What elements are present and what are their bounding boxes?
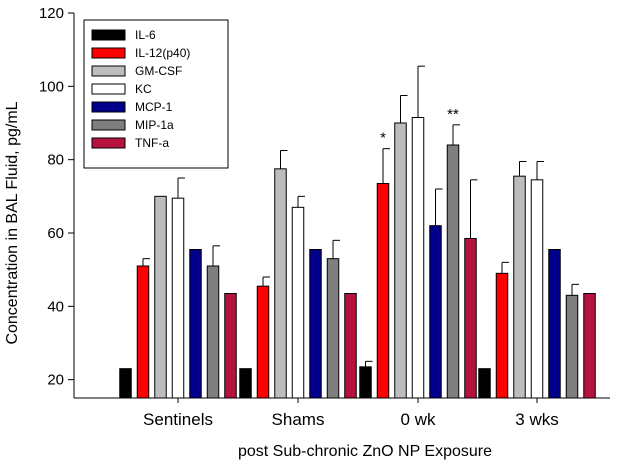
legend-label-mcp-1: MCP-1: [135, 100, 173, 114]
legend-swatch-mcp-1: [91, 101, 126, 113]
legend-swatch-il-6: [91, 29, 126, 41]
bar-gm-csf-shams: [274, 168, 287, 399]
legend-label-mip-1a: MIP-1a: [135, 118, 174, 132]
bar-mip-1a-shams: [326, 258, 340, 399]
bar-tnf-a-sentinels: [224, 293, 237, 399]
bar-mcp-1-3-wks: [548, 249, 561, 399]
y-tick-label: 100: [39, 78, 64, 95]
bar-tnf-a-0-wk: [464, 238, 477, 399]
legend-label-gm-csf: GM-CSF: [135, 64, 182, 78]
bar-il-12-p40-0-wk: [376, 183, 390, 399]
bar-kc-0-wk: [411, 117, 425, 399]
legend-label-il-12-p40: IL-12(p40): [135, 46, 190, 60]
bar-kc-3-wks: [530, 179, 544, 399]
significance-marker: *: [380, 130, 386, 147]
legend-label-tnf-a: TNF-a: [135, 136, 169, 150]
y-tick-label: 80: [47, 152, 64, 169]
bar-kc-sentinels: [171, 197, 185, 399]
bar-tnf-a-3-wks: [583, 293, 596, 399]
bar-il-6-sentinels: [119, 368, 132, 399]
legend-label-kc: KC: [135, 82, 152, 96]
legend: IL-6 IL-12(p40) GM-CSF KC MCP-1 MIP-1a TNF-a: [83, 19, 229, 169]
bar-mip-1a-3-wks: [565, 294, 579, 399]
legend-swatch-tnf-a: [91, 137, 126, 149]
bar-il-6-0-wk: [359, 366, 372, 399]
bars-layer: ***: [119, 65, 596, 399]
axes-layer: 20 40 60 80 100 120 Sentinels Shams 0 wk 3 wks: [39, 5, 610, 429]
bar-mcp-1-shams: [309, 249, 322, 399]
bar-mcp-1-sentinels: [189, 249, 202, 399]
x-axis-title: post Sub-chronic ZnO NP Exposure: [238, 443, 492, 460]
bar-kc-shams: [291, 206, 305, 399]
bar-il-12-p40-shams: [256, 285, 270, 399]
legend-swatch-kc: [91, 83, 126, 95]
bar-il-12-p40-sentinels: [136, 265, 150, 399]
x-tick-label-3-wks: 3 wks: [515, 410, 558, 429]
bar-mcp-1-0-wk: [429, 225, 442, 399]
legend-label-il-6: IL-6: [135, 28, 156, 42]
y-axis-title: Concentration in BAL Fluid, pg/mL: [4, 101, 21, 344]
y-tick-label: 60: [47, 225, 64, 242]
legend-swatch-mip-1a: [91, 119, 126, 131]
y-tick-label: 20: [47, 372, 64, 389]
bar-gm-csf-3-wks: [513, 175, 526, 399]
bar-il-12-p40-3-wks: [495, 272, 509, 399]
y-tick-label: 120: [39, 5, 64, 22]
bar-mip-1a-0-wk: [446, 144, 460, 399]
bar-gm-csf-0-wk: [394, 122, 407, 399]
bar-mip-1a-sentinels: [206, 265, 220, 399]
bar-il-6-shams: [239, 368, 252, 399]
significance-marker: **: [447, 106, 459, 123]
bar-tnf-a-shams: [344, 293, 357, 399]
x-tick-label-0-wk: 0 wk: [401, 410, 436, 429]
x-tick-label-sentinels: Sentinels: [143, 410, 213, 429]
legend-swatch-il-12-p40: [91, 47, 126, 59]
x-tick-label-shams: Shams: [272, 410, 325, 429]
bar-il-6-3-wks: [478, 368, 491, 399]
bar-gm-csf-sentinels: [154, 195, 167, 399]
y-tick-label: 40: [47, 298, 64, 315]
legend-swatch-gm-csf: [91, 65, 126, 77]
